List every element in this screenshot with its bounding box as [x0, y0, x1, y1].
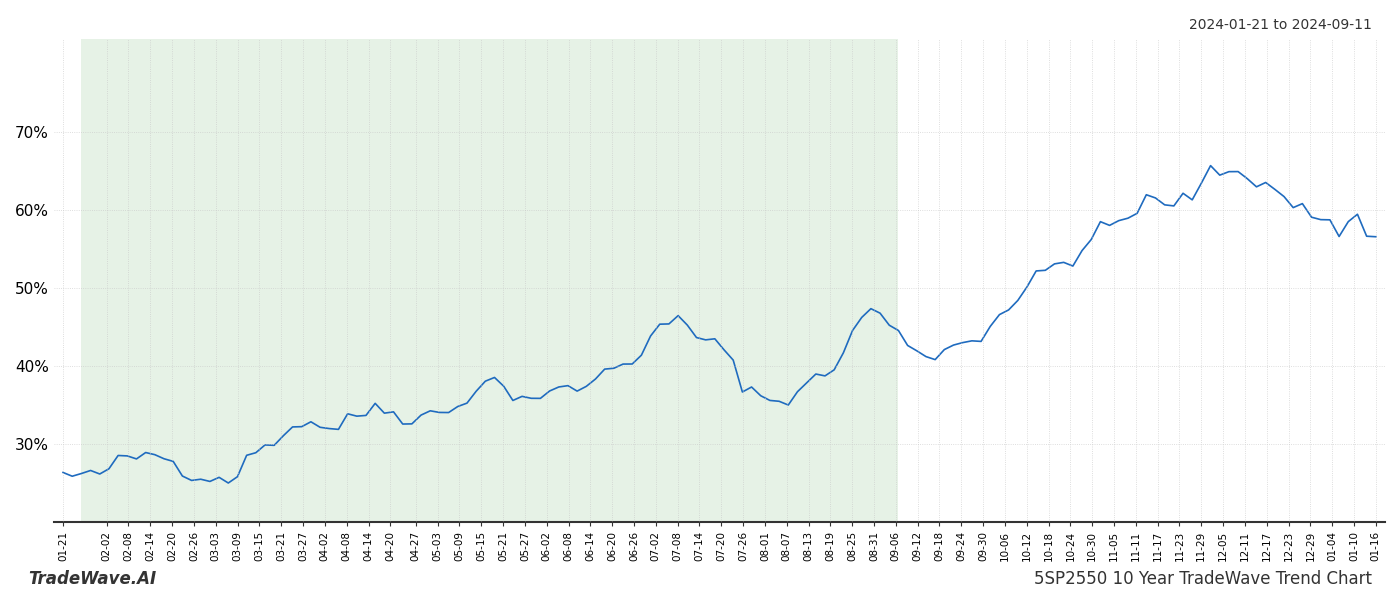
- Bar: [81, 39, 899, 522]
- Text: 2024-01-21 to 2024-09-11: 2024-01-21 to 2024-09-11: [1189, 18, 1372, 32]
- Text: 5SP2550 10 Year TradeWave Trend Chart: 5SP2550 10 Year TradeWave Trend Chart: [1035, 570, 1372, 588]
- Text: TradeWave.AI: TradeWave.AI: [28, 570, 157, 588]
